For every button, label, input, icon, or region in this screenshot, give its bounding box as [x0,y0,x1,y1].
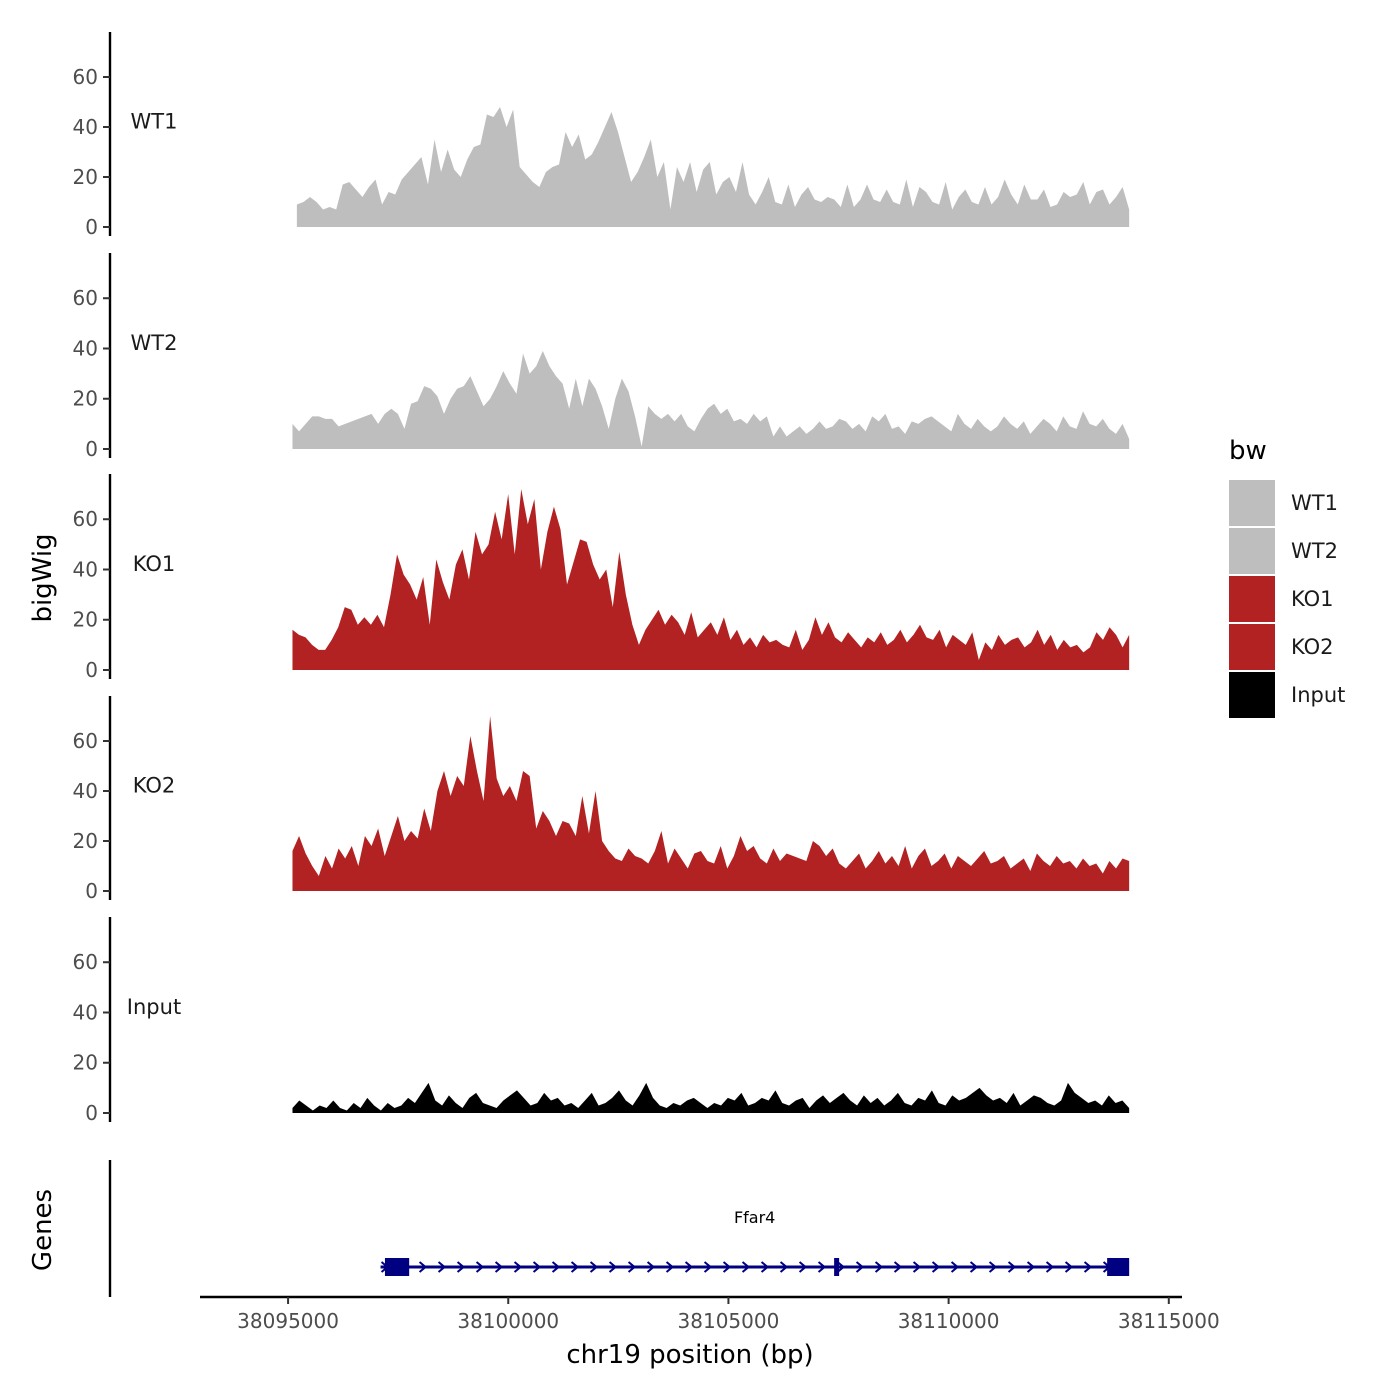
coverage-area-wt2 [292,351,1130,449]
strand-arrow [874,1261,884,1273]
x-axis: 38095000 38100000 38105000 38110000 38115000 [200,1295,1220,1333]
y-tick-label: 20 [73,387,98,411]
coverage-area-ko1 [292,489,1130,670]
strand-arrow [798,1261,808,1273]
x-tick-label: 38105000 [678,1309,780,1333]
track-label: WT2 [131,331,178,355]
y-tick-label: 40 [73,336,98,360]
strand-arrow [836,1261,846,1273]
y-tick-label: 20 [73,165,98,189]
legend-swatch-wt2 [1229,528,1275,574]
legend-label-input: Input [1291,683,1345,707]
legend-label-ko2: KO2 [1291,635,1334,659]
y-tick-label: 0 [85,437,98,461]
strand-arrow [912,1261,922,1273]
genes-track-title: Genes [28,1189,58,1271]
strand-arrow [627,1261,637,1273]
strand-arrow [779,1261,789,1273]
y-tick-label: 40 [73,779,98,803]
strand-arrow [589,1261,599,1273]
y-tick-label: 20 [73,608,98,632]
y-tick-label: 60 [73,729,98,753]
strand-arrow [456,1261,466,1273]
gene-name-label: Ffar4 [734,1208,775,1227]
track-ko2: 0 20 40 60 KO2 [73,696,1130,903]
legend-swatch-wt1 [1229,480,1275,526]
y-tick-label: 60 [73,507,98,531]
strand-arrow [494,1261,504,1273]
track-label: KO1 [133,552,176,576]
legend-swatch-ko2 [1229,624,1275,670]
strand-arrow [817,1261,827,1273]
strand-arrow [665,1261,675,1273]
strand-arrow [1026,1261,1036,1273]
track-wt2: 0 20 40 60 WT2 [73,253,1130,461]
y-tick-label: 40 [73,557,98,581]
x-tick-label: 38095000 [237,1309,339,1333]
strand-arrow [1064,1261,1074,1273]
strand-arrow [703,1261,713,1273]
strand-arrow [608,1261,618,1273]
y-tick-label: 20 [73,829,98,853]
track-label: KO2 [133,774,176,798]
strand-arrow [551,1261,561,1273]
strand-arrow [1007,1261,1017,1273]
gene-exon [1107,1258,1130,1276]
strand-arrow [760,1261,770,1273]
y-tick-label: 40 [73,1000,98,1024]
strand-arrow [988,1261,998,1273]
strand-arrow [893,1261,903,1273]
track-label: Input [127,995,181,1019]
legend: bw WT1 WT2 KO1 KO2 Input [1229,436,1345,718]
legend-label-wt1: WT1 [1291,491,1338,515]
track-ko1: 0 20 40 60 KO1 [73,474,1130,682]
y-tick-label: 60 [73,950,98,974]
strand-arrow [741,1261,751,1273]
y-tick-label: 40 [73,115,98,139]
strand-arrow [969,1261,979,1273]
strand-arrow [646,1261,656,1273]
y-tick-label: 60 [73,65,98,89]
track-wt1: 0 20 40 60 WT1 [73,32,1130,239]
legend-label-ko1: KO1 [1291,587,1334,611]
strand-arrow [437,1261,447,1273]
track-label: WT1 [131,110,178,134]
strand-arrow [532,1261,542,1273]
legend-title: bw [1229,436,1267,466]
track-input: 0 20 40 60 Input [73,917,1130,1125]
strand-arrow [418,1261,428,1273]
gene-exon [834,1258,840,1276]
legend-swatch-input [1229,672,1275,718]
gene-track: Ffar4 [108,1160,1130,1297]
y-tick-label: 0 [85,1101,98,1125]
strand-arrow [475,1261,485,1273]
y-tick-label: 20 [73,1051,98,1075]
x-tick-label: 38115000 [1118,1309,1220,1333]
strand-arrow [513,1261,523,1273]
strand-arrow [855,1261,865,1273]
strand-arrow [1045,1261,1055,1273]
y-tick-label: 60 [73,286,98,310]
tracks-group: 0 20 40 60 WT1 0 20 40 60 WT2 0 20 40 60 KO1 0 20 40 60 KO2… [73,32,1130,1125]
x-tick-label: 38110000 [898,1309,1000,1333]
strand-arrow [722,1261,732,1273]
coverage-area-ko2 [292,716,1130,891]
strand-arrow [931,1261,941,1273]
strand-arrow [684,1261,694,1273]
gene-exon [384,1258,410,1276]
y-tick-label: 0 [85,658,98,682]
coverage-area-wt1 [296,107,1130,227]
strand-arrow [570,1261,580,1273]
strand-arrow [950,1261,960,1273]
legend-label-wt2: WT2 [1291,539,1338,563]
y-axis-title: bigWig [28,533,58,622]
coverage-area-input [292,1082,1130,1113]
x-axis-title: chr19 position (bp) [566,1340,813,1370]
legend-swatch-ko1 [1229,576,1275,622]
x-tick-label: 38100000 [457,1309,559,1333]
y-tick-label: 0 [85,215,98,239]
strand-arrow [1083,1261,1093,1273]
y-tick-label: 0 [85,879,98,903]
